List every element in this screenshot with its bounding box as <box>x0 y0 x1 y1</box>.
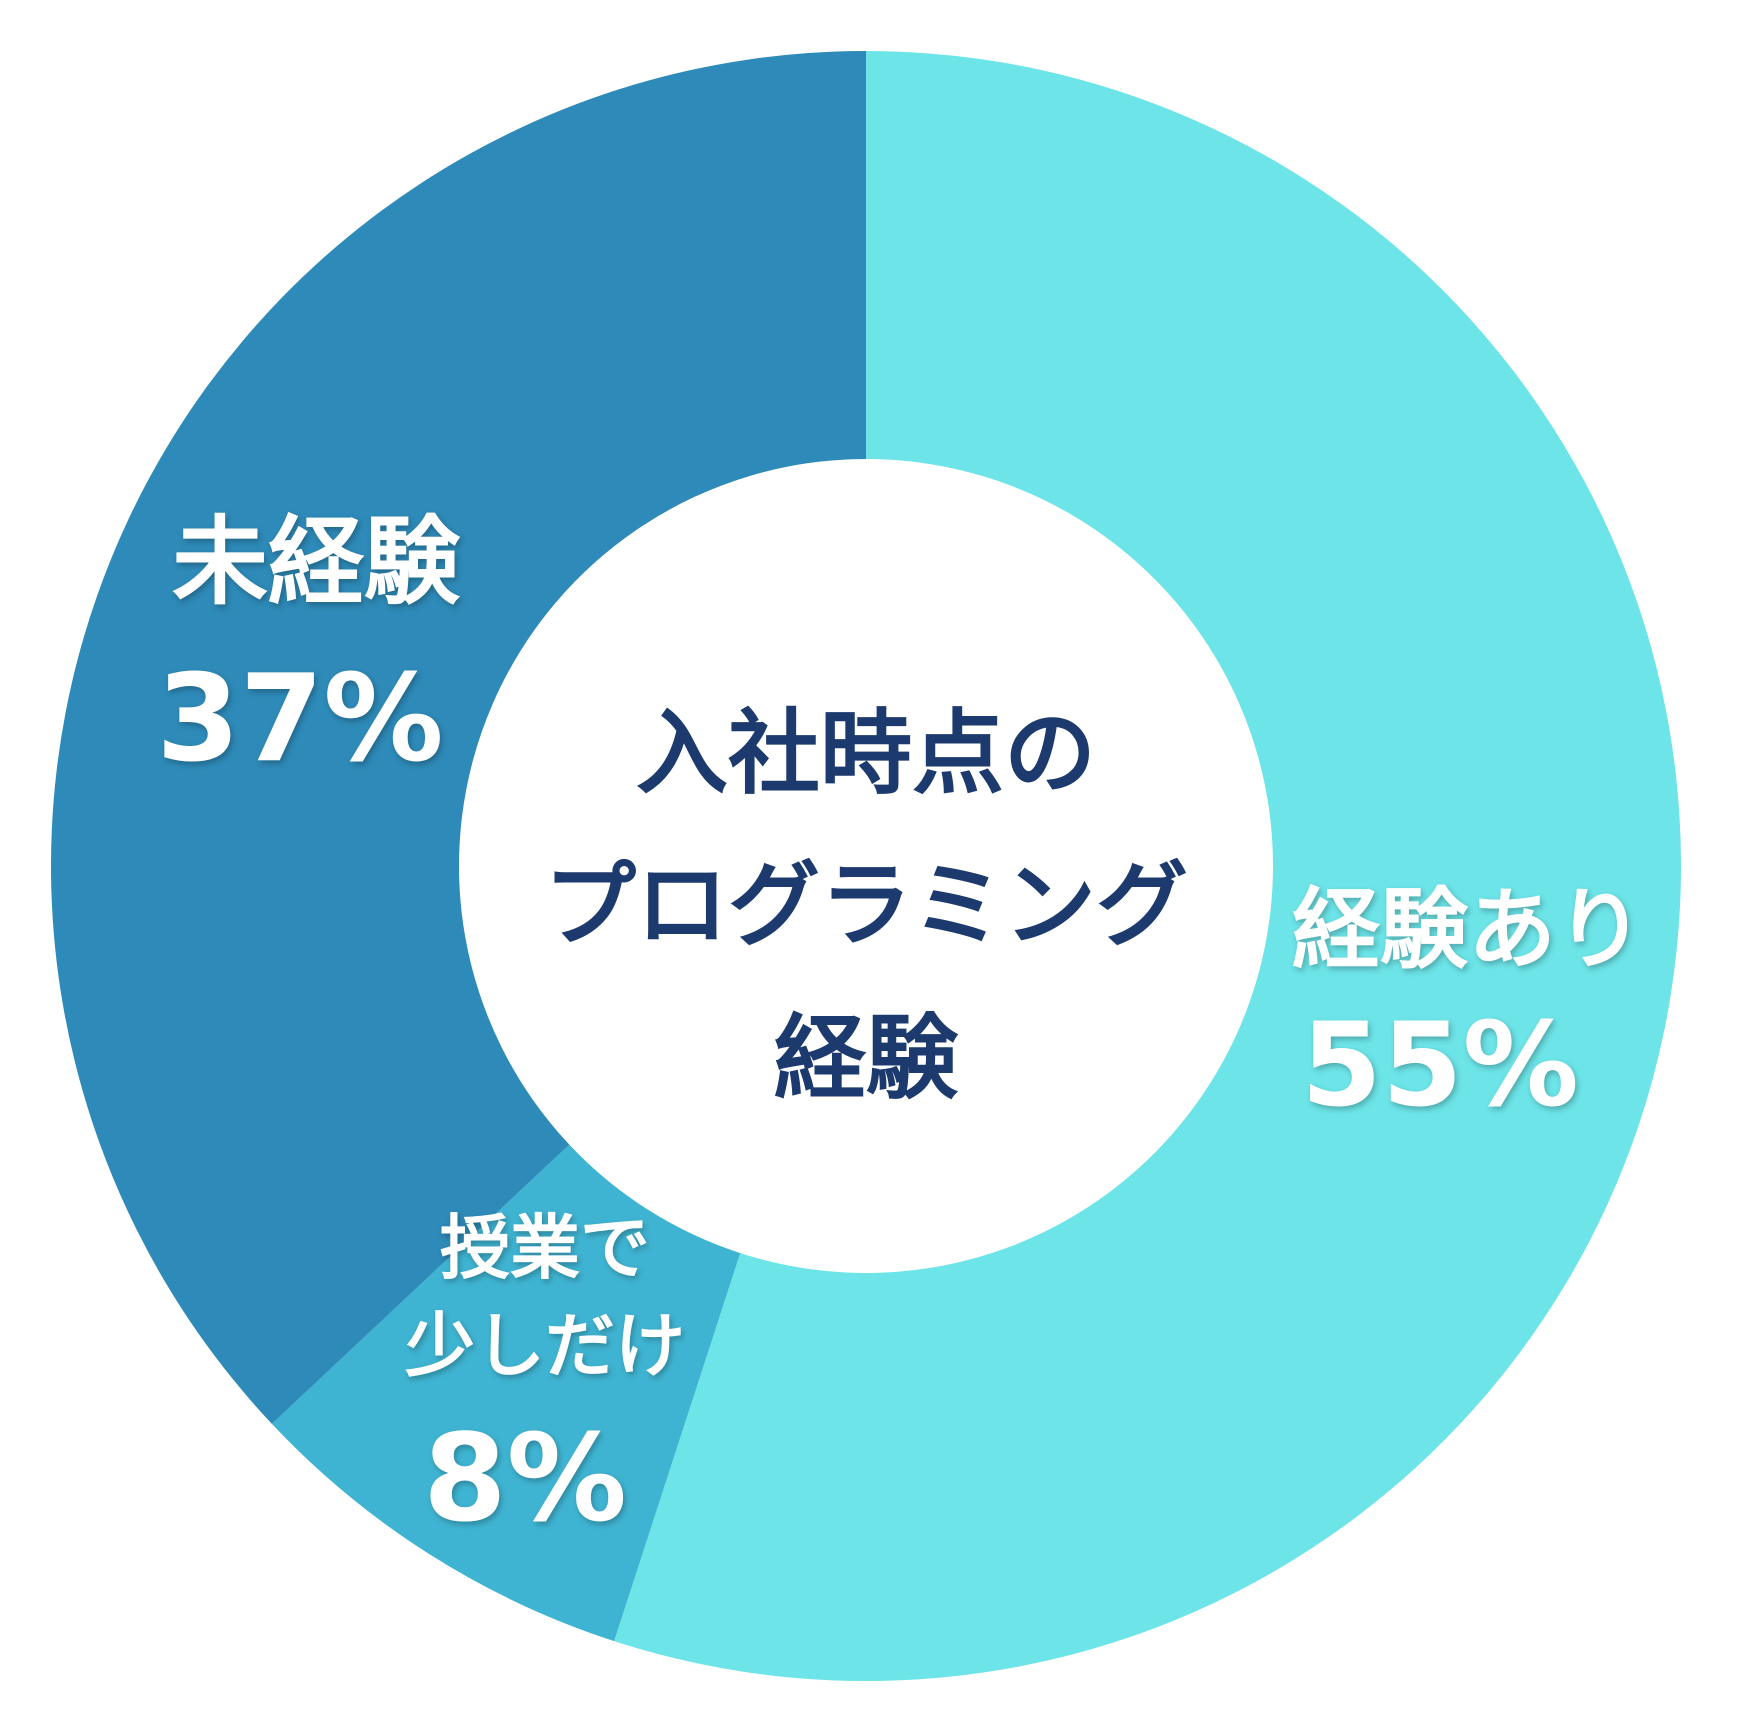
chart-title-line-3: 経験 <box>774 1005 959 1112</box>
slice-value-class: 8% <box>423 1410 627 1549</box>
slice-label-class-line-1: 授業で <box>440 1207 650 1289</box>
slice-experienced <box>614 51 1681 1681</box>
slice-label-experienced: 経験あり <box>1292 878 1644 981</box>
slice-value-inexperienced: 37% <box>156 650 443 789</box>
slice-label-class-line-2: 少しだけ <box>405 1305 685 1387</box>
slice-value-experienced: 55% <box>1301 998 1579 1133</box>
chart-title-line-1: 入社時点の <box>636 700 1096 807</box>
slice-inexperienced <box>51 51 867 1424</box>
chart-title-line-2: プログラミング <box>544 852 1188 959</box>
slice-class-only <box>271 1144 741 1642</box>
slice-label-inexperienced: 未経験 <box>172 506 461 618</box>
